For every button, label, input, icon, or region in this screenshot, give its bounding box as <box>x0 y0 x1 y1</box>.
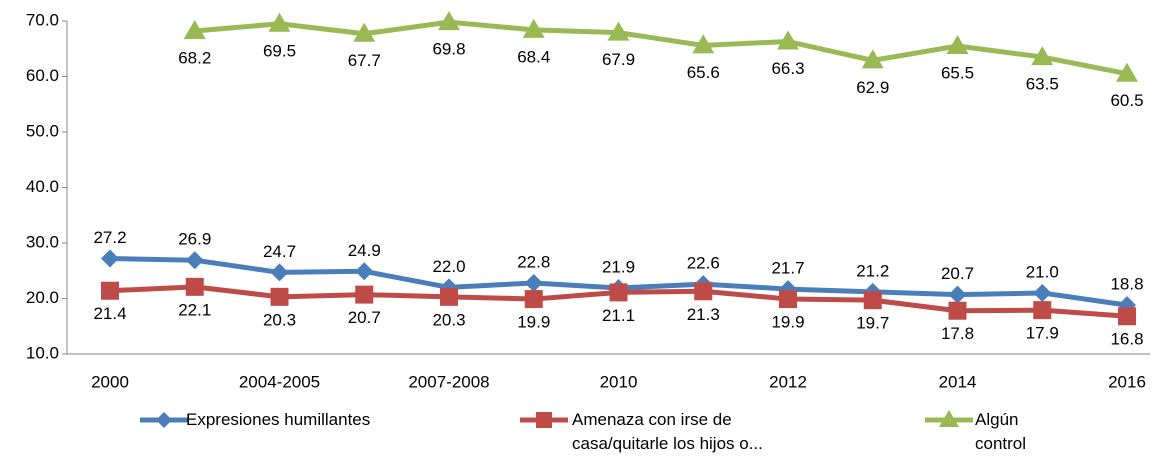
data-label: 21.4 <box>93 304 126 323</box>
marker <box>185 277 204 296</box>
y-tick-label: 60.0 <box>26 66 59 85</box>
data-label: 21.0 <box>1026 262 1059 281</box>
marker <box>1118 307 1136 326</box>
marker <box>270 287 289 306</box>
marker <box>101 281 119 300</box>
x-tick-label: 2014 <box>939 372 977 391</box>
legend-label: Amenaza con irse de casa/quitarle los hi… <box>572 410 763 453</box>
data-label: 67.7 <box>348 51 381 70</box>
marker <box>777 30 799 50</box>
marker <box>183 19 206 39</box>
data-label: 16.8 <box>1110 330 1143 349</box>
data-label: 19.9 <box>771 313 804 332</box>
marker <box>353 22 376 42</box>
legend-label: Algún control <box>975 410 1027 453</box>
data-label: 20.7 <box>348 308 381 327</box>
data-label: 22.0 <box>432 257 465 276</box>
data-label: 69.8 <box>432 40 465 59</box>
marker <box>101 249 119 268</box>
marker <box>522 18 545 38</box>
legend-marker <box>536 412 552 428</box>
legend-symbol <box>140 412 188 428</box>
marker <box>861 49 884 69</box>
x-tick-label: 2004-2005 <box>239 372 320 391</box>
legend-marker <box>156 412 172 428</box>
marker <box>1031 46 1054 66</box>
legend-marker <box>939 410 959 427</box>
data-label: 17.9 <box>1026 324 1059 343</box>
data-label: 21.9 <box>602 257 635 276</box>
marker <box>863 291 882 310</box>
data-label: 21.3 <box>687 305 720 324</box>
data-label: 21.2 <box>856 261 889 280</box>
data-label: 63.5 <box>1026 75 1059 94</box>
data-label: 21.1 <box>602 306 635 325</box>
plot: 10.0 20.0 30.0 40.0 50.0 60.0 70.0 2000 2004-200… <box>26 10 1150 391</box>
data-label: 22.8 <box>517 252 550 271</box>
marker <box>694 282 713 301</box>
x-tick-label: 2012 <box>769 372 807 391</box>
data-label: 65.5 <box>941 63 974 82</box>
data-label: 24.9 <box>348 241 381 260</box>
marker <box>355 285 374 304</box>
y-tick-label: 40.0 <box>26 177 59 196</box>
legend-symbol <box>520 412 568 428</box>
data-label: 67.9 <box>602 50 635 69</box>
data-label: 19.9 <box>517 313 550 332</box>
marker <box>948 301 967 320</box>
marker <box>1033 283 1052 302</box>
marker <box>779 290 797 309</box>
data-label: 60.5 <box>1110 91 1143 110</box>
data-label: 26.9 <box>178 230 211 249</box>
y-tick-label: 70.0 <box>26 10 59 29</box>
marker <box>268 12 291 32</box>
marker <box>270 263 289 282</box>
marker <box>524 273 543 292</box>
data-label: 65.6 <box>687 63 720 82</box>
data-label: 68.2 <box>178 48 211 67</box>
x-tick-label: 2010 <box>600 372 638 391</box>
data-label: 17.8 <box>941 324 974 343</box>
marker <box>524 290 543 309</box>
data-label: 68.4 <box>517 47 550 66</box>
x-tick-label: 2016 <box>1108 372 1146 391</box>
y-tick-label: 20.0 <box>26 288 59 307</box>
data-label: 21.7 <box>771 259 804 278</box>
legend-label: Expresiones humillantes <box>186 410 371 429</box>
x-tick-label: 2007-2008 <box>408 372 489 391</box>
data-label: 27.2 <box>93 228 126 247</box>
marker <box>1033 301 1052 320</box>
legend-symbol <box>925 410 973 427</box>
data-label: 66.3 <box>771 59 804 78</box>
x-tick-label: 2000 <box>91 372 129 391</box>
marker <box>948 285 967 304</box>
series-line <box>194 19 1128 77</box>
data-label: 22.1 <box>178 300 211 319</box>
data-label: 24.7 <box>263 242 296 261</box>
marker <box>607 21 630 41</box>
data-label: 22.6 <box>687 254 720 273</box>
marker <box>185 251 204 270</box>
y-tick-label: 50.0 <box>26 121 59 140</box>
data-label: 20.3 <box>263 310 296 329</box>
data-label: 20.7 <box>941 264 974 283</box>
marker <box>1116 62 1138 82</box>
y-tick-label: 10.0 <box>26 343 59 362</box>
marker <box>355 262 374 281</box>
marker <box>946 34 969 54</box>
marker <box>440 287 458 306</box>
marker <box>438 11 460 31</box>
data-label: 69.5 <box>263 41 296 60</box>
data-label: 62.9 <box>856 78 889 97</box>
marker <box>692 34 715 54</box>
data-label: 19.7 <box>856 314 889 333</box>
marker <box>609 283 628 302</box>
data-label: 18.8 <box>1110 275 1143 294</box>
y-tick-label: 30.0 <box>26 232 59 251</box>
data-label: 20.3 <box>432 310 465 329</box>
